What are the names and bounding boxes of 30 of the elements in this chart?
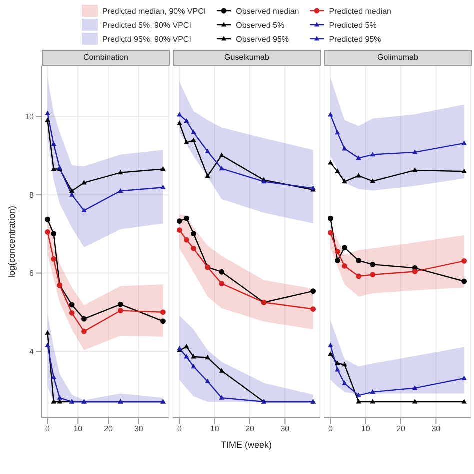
x-tick-label: 20 — [246, 424, 256, 434]
legend-label: Observed median — [236, 6, 300, 16]
text: Predicted median, 90% VPCI — [102, 6, 206, 16]
legend-label: Predicted median — [329, 6, 392, 16]
x-tick-label: 10 — [74, 424, 84, 434]
y-tick-label: 10 — [25, 112, 35, 122]
legend-label: Observed 5% — [236, 20, 285, 30]
x-tick-label: 0 — [46, 424, 51, 434]
x-tick-label: 0 — [177, 424, 182, 434]
y-tick-label: 8 — [30, 190, 35, 200]
x-axis-title: TIME (week) — [220, 440, 272, 450]
x-tick-label: 0 — [328, 424, 334, 434]
y-axis-title: log(concentration) — [7, 206, 18, 278]
chart-title: Combination — [42, 50, 170, 66]
y-tick-label: 6 — [30, 269, 35, 278]
chart-title: Golimumab — [324, 50, 472, 66]
x-tick-label: 10 — [210, 424, 220, 434]
legend-label: Observed 95% — [236, 34, 290, 44]
chart-title: Guselkumab — [173, 50, 321, 66]
text: Predicted 5%, 90% VPCI — [102, 20, 192, 30]
x-tick-label: 30 — [280, 424, 290, 434]
legend-label: Predicted 95% — [329, 34, 382, 44]
legend-label: Predicted 5% — [329, 20, 377, 30]
x-tick-label: 20 — [396, 424, 406, 434]
y-tick-label: 4 — [30, 347, 35, 356]
x-tick-label: 30 — [134, 424, 144, 434]
x-tick-label: 10 — [361, 424, 371, 434]
x-tick-label: 20 — [104, 424, 114, 434]
x-tick-label: 30 — [432, 424, 442, 434]
text: Predictd 95%, 90% VPCI — [102, 34, 192, 44]
